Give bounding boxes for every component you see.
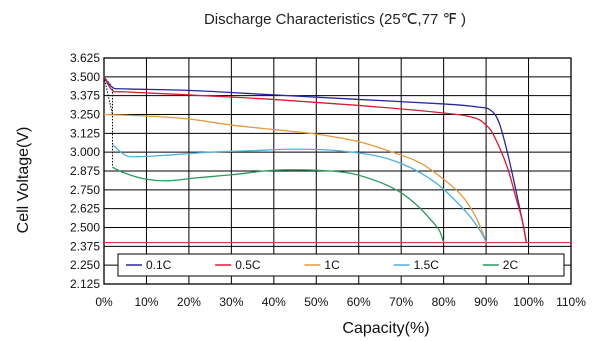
lead-in-lines — [103, 76, 113, 168]
y-tick-label: 2.625 — [70, 202, 100, 216]
plot-frame — [103, 57, 572, 285]
y-tick-label: 2.500 — [70, 221, 100, 235]
series-lines — [103, 76, 528, 243]
legend-box — [117, 253, 565, 277]
y-tick-label: 2.875 — [70, 164, 100, 178]
chart-title: Discharge Characteristics (25℃,77 ℉ ) — [204, 11, 466, 28]
x-tick-label: 70% — [389, 295, 413, 309]
series-line-1_5C — [112, 144, 487, 243]
legend: 0.1C 0.5C 1C 1.5C 2C — [117, 253, 565, 277]
y-tick-label: 3.250 — [70, 108, 100, 122]
x-tick-label: 110% — [556, 295, 586, 309]
x-tick-label: 80% — [432, 295, 456, 309]
x-tick-label: 0% — [95, 295, 113, 309]
x-tick-labels: 0% 10% 20% 30% 40% 50% 60% 70% 80% 90% 100% 110% — [95, 295, 586, 309]
y-tick-label: 3.375 — [70, 89, 100, 103]
series-line-2C — [112, 166, 445, 243]
x-tick-label: 40% — [262, 295, 286, 309]
series-line-0_1C — [103, 76, 528, 243]
x-tick-label: 60% — [347, 295, 371, 309]
legend-label: 0.1C — [146, 258, 172, 272]
y-tick-label: 2.125 — [70, 277, 100, 291]
legend-label: 0.5C — [235, 258, 261, 272]
x-tick-label: 30% — [219, 295, 243, 309]
y-tick-label: 3.000 — [70, 145, 100, 159]
x-tick-label: 100% — [513, 295, 544, 309]
y-tick-label: 2.750 — [70, 183, 100, 197]
y-tick-label: 3.625 — [70, 51, 100, 65]
x-tick-label: 20% — [177, 295, 201, 309]
y-tick-label: 3.500 — [70, 70, 100, 84]
series-line-1C — [103, 113, 487, 243]
lead-in-line — [103, 76, 113, 168]
legend-label: 1C — [324, 258, 340, 272]
y-tick-label: 3.125 — [70, 126, 100, 140]
y-axis-title: Cell Voltage(V) — [15, 127, 32, 234]
legend-label: 1.5C — [414, 258, 440, 272]
y-tick-label: 2.375 — [70, 239, 100, 253]
x-tick-label: 10% — [134, 295, 158, 309]
lead-in-line — [103, 76, 113, 115]
y-tick-label: 2.250 — [70, 258, 100, 272]
plot-border — [103, 57, 572, 285]
x-tick-label: 50% — [304, 295, 328, 309]
series-line-0_5C — [103, 76, 528, 243]
x-tick-label: 90% — [474, 295, 498, 309]
y-tick-labels: 3.625 3.500 3.375 3.250 3.125 3.000 2.875 2.750… — [70, 51, 100, 291]
legend-label: 2C — [503, 258, 519, 272]
x-axis-title: Capacity(%) — [342, 320, 429, 337]
